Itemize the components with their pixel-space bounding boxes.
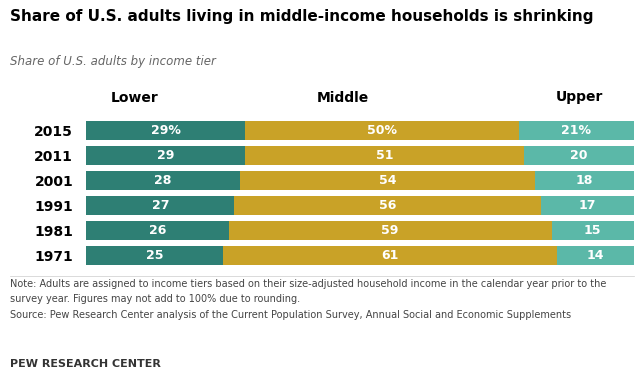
Text: 20: 20 xyxy=(570,149,588,162)
Bar xyxy=(86,221,228,240)
Bar xyxy=(239,171,535,190)
Text: Source: Pew Research Center analysis of the Current Population Survey, Annual So: Source: Pew Research Center analysis of … xyxy=(10,310,571,320)
Text: 56: 56 xyxy=(379,199,396,212)
Bar xyxy=(557,245,634,265)
Text: PEW RESEARCH CENTER: PEW RESEARCH CENTER xyxy=(10,359,161,369)
Bar xyxy=(86,245,223,265)
Text: Share of U.S. adults by income tier: Share of U.S. adults by income tier xyxy=(10,55,216,68)
Text: 21%: 21% xyxy=(561,124,591,137)
Text: 61: 61 xyxy=(381,249,399,262)
Text: 50%: 50% xyxy=(367,124,397,137)
Bar xyxy=(86,196,234,215)
Text: 27: 27 xyxy=(152,199,169,212)
Text: 59: 59 xyxy=(381,224,399,237)
Text: 29%: 29% xyxy=(151,124,180,137)
Text: 18: 18 xyxy=(575,174,593,187)
Text: 28: 28 xyxy=(154,174,172,187)
Text: Share of U.S. adults living in middle-income households is shrinking: Share of U.S. adults living in middle-in… xyxy=(10,10,593,24)
Bar xyxy=(245,120,518,140)
Bar xyxy=(86,120,245,140)
Text: 14: 14 xyxy=(586,249,604,262)
Text: 15: 15 xyxy=(584,224,602,237)
Bar xyxy=(552,221,634,240)
Bar xyxy=(535,171,634,190)
Text: 54: 54 xyxy=(379,174,396,187)
Bar xyxy=(223,245,557,265)
Text: survey year. Figures may not add to 100% due to rounding.: survey year. Figures may not add to 100%… xyxy=(10,294,300,304)
Text: Upper: Upper xyxy=(556,90,603,105)
Bar xyxy=(518,120,634,140)
Text: 29: 29 xyxy=(157,149,175,162)
Text: Note: Adults are assigned to income tiers based on their size-adjusted household: Note: Adults are assigned to income tier… xyxy=(10,279,606,289)
Text: Middle: Middle xyxy=(316,90,369,105)
Text: 26: 26 xyxy=(149,224,166,237)
Text: 51: 51 xyxy=(376,149,394,162)
Bar xyxy=(524,146,634,165)
Text: Lower: Lower xyxy=(111,90,158,105)
Bar xyxy=(228,221,552,240)
Bar xyxy=(541,196,634,215)
Bar xyxy=(86,146,245,165)
Bar xyxy=(86,171,239,190)
Text: 25: 25 xyxy=(146,249,164,262)
Bar xyxy=(245,146,524,165)
Bar xyxy=(234,196,541,215)
Text: 17: 17 xyxy=(579,199,596,212)
